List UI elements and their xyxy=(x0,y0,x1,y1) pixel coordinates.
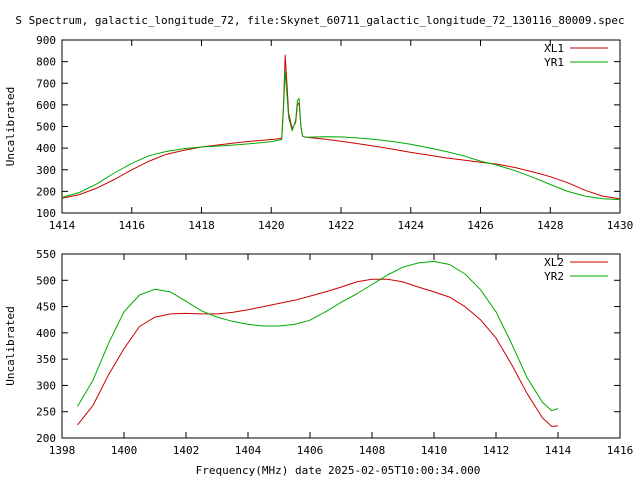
y-tick-label: 700 xyxy=(36,77,56,90)
x-tick-label: 1426 xyxy=(467,219,494,232)
x-tick-label: 1402 xyxy=(173,444,200,457)
chart-panel-1: 1414 1416 1418 1420 1422 1424 1426 1428 1430 100 2… xyxy=(4,34,633,232)
y-tick-label: 400 xyxy=(36,142,56,155)
y-tick-label: 100 xyxy=(36,207,56,220)
x-tick-label: 1416 xyxy=(607,444,634,457)
y-axis-label: Uncalibrated xyxy=(4,306,17,385)
y-tick-label: 350 xyxy=(36,353,56,366)
y-tick-label: 300 xyxy=(36,379,56,392)
y-tick-label: 550 xyxy=(36,248,56,261)
legend-label-yr1: YR1 xyxy=(544,56,564,69)
y-tick-label: 400 xyxy=(36,327,56,340)
chart-panel-2: 1398 1400 1402 1404 1406 1408 1410 1412 1414 1416… xyxy=(4,248,633,457)
x-axis-label: Frequency(MHz) date 2025-02-05T10:00:34.… xyxy=(196,464,481,477)
y-tick-label: 600 xyxy=(36,99,56,112)
x-tick-label: 1418 xyxy=(188,219,215,232)
plot-frame xyxy=(61,253,621,439)
series-line-yr1 xyxy=(61,69,621,201)
x-tick-label: 1414 xyxy=(49,219,76,232)
y-tick-label: 200 xyxy=(36,432,56,445)
y-tick-label: 800 xyxy=(36,56,56,69)
legend-label-xl2: XL2 xyxy=(544,256,564,269)
y-tick-label: 450 xyxy=(36,301,56,314)
x-tick-label: 1398 xyxy=(49,444,76,457)
y-tick-label: 500 xyxy=(36,274,56,287)
y-tick-label: 200 xyxy=(36,185,56,198)
x-tick-label: 1406 xyxy=(297,444,324,457)
x-tick-label: 1430 xyxy=(607,219,634,232)
series-line-xl2 xyxy=(77,278,559,427)
x-tick-label: 1400 xyxy=(111,444,138,457)
x-tick-label: 1416 xyxy=(119,219,146,232)
plot-frame xyxy=(61,39,621,214)
x-tick-label: 1420 xyxy=(258,219,285,232)
x-tick-label: 1428 xyxy=(537,219,564,232)
x-tick-label: 1410 xyxy=(421,444,448,457)
x-tick-label: 1404 xyxy=(235,444,262,457)
y-axis-label: Uncalibrated xyxy=(4,87,17,166)
x-tick-label: 1408 xyxy=(359,444,386,457)
legend-label-yr2: YR2 xyxy=(544,270,564,283)
y-tick-label: 300 xyxy=(36,164,56,177)
y-tick-label: 250 xyxy=(36,406,56,419)
legend-label-xl1: XL1 xyxy=(544,42,564,55)
series-line-xl1 xyxy=(61,54,621,200)
y-tick-label: 900 xyxy=(36,34,56,47)
x-tick-label: 1412 xyxy=(483,444,510,457)
y-tick-label: 500 xyxy=(36,121,56,134)
x-tick-label: 1414 xyxy=(545,444,572,457)
x-tick-label: 1424 xyxy=(398,219,425,232)
x-tick-label: 1422 xyxy=(328,219,355,232)
series-line-yr2 xyxy=(77,260,559,412)
chart-title: S Spectrum, galactic_longitude_72, file:… xyxy=(15,14,624,27)
